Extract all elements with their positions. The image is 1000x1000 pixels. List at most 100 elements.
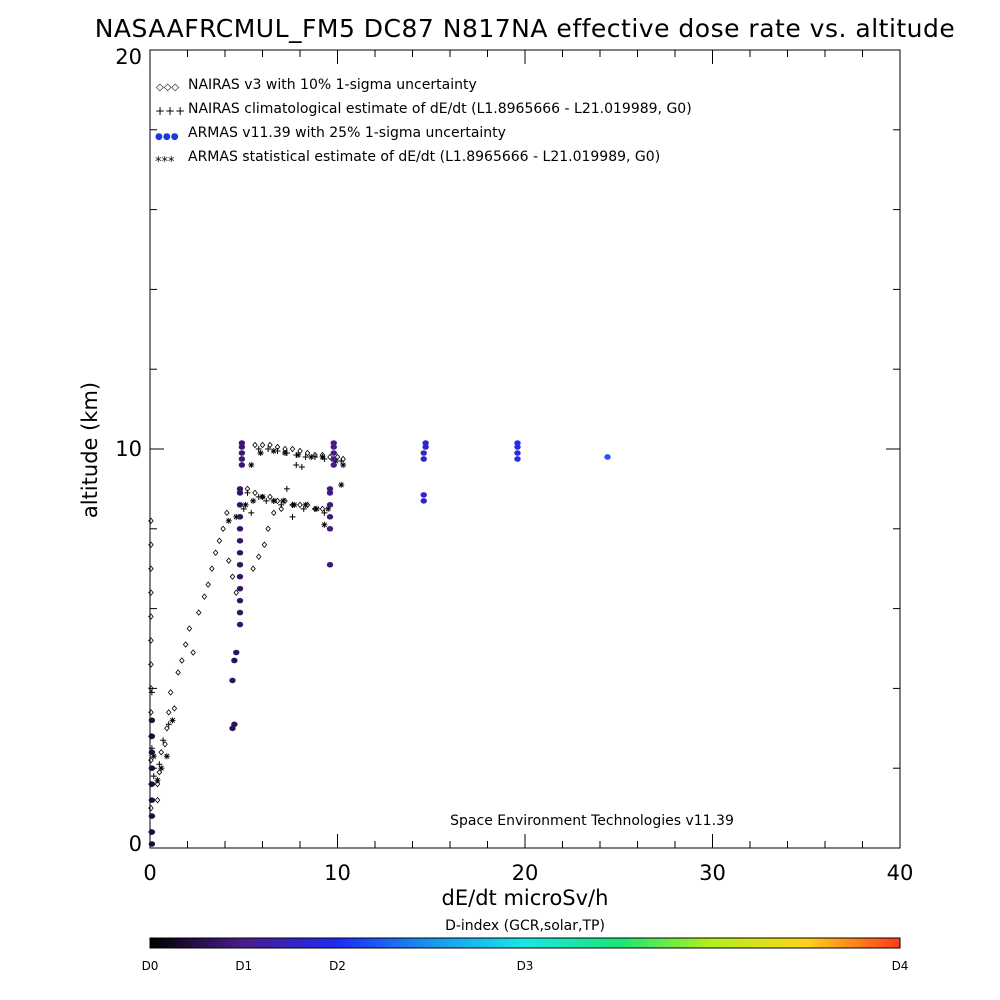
armas-dot-point — [514, 450, 521, 456]
nairas-climatology-plus-point — [160, 737, 167, 744]
x-tick-label: 0 — [143, 861, 156, 885]
armas-dot-point — [236, 585, 244, 592]
armas-statistical-asterisk-point — [340, 461, 347, 468]
legend-symbol-diamond: ◇◇◇ — [156, 82, 179, 93]
armas-dot-point — [236, 621, 244, 628]
armas-dot-point — [148, 829, 156, 835]
nairas-diamond-point — [265, 525, 271, 533]
armas-statistical-asterisk-point — [257, 449, 264, 456]
nairas-climatology-plus-point — [293, 461, 300, 468]
armas-dot-point — [148, 813, 156, 819]
legend-symbol-asterisk: *** — [155, 155, 175, 170]
armas-dot-point — [233, 649, 240, 656]
armas-statistical-asterisk-point — [150, 753, 157, 760]
nairas-diamond-point — [148, 541, 154, 548]
nairas-diamond-point — [186, 625, 193, 632]
nairas-diamond-point — [252, 489, 258, 497]
armas-dot-point — [326, 514, 334, 520]
nairas-diamond-point — [179, 657, 185, 664]
nairas-climatology-plus-point — [302, 453, 309, 460]
armas-dot-point — [420, 450, 427, 456]
armas-dot-point — [422, 440, 429, 446]
armas-dot-point — [604, 454, 611, 460]
armas-statistical-asterisk-point — [259, 493, 266, 500]
armas-dot-point — [330, 440, 337, 446]
nairas-diamond-point — [175, 669, 181, 676]
y-tick-label: 20 — [115, 45, 142, 69]
armas-dot-point — [514, 444, 521, 450]
plot-area — [149, 49, 901, 849]
legend: ◇◇◇ NAIRAS v3 with 10% 1-sigma uncertain… — [155, 77, 692, 170]
armas-dot-point — [326, 561, 334, 568]
armas-dot-point — [326, 486, 334, 492]
armas-statistical-asterisk-point — [250, 497, 257, 504]
armas-statistical-asterisk-point — [225, 517, 232, 524]
nairas-diamond-point — [289, 445, 296, 453]
nairas-diamond-point — [250, 565, 256, 572]
armas-dot-point — [148, 749, 156, 756]
armas-statistical-asterisk-point — [270, 497, 277, 504]
armas-statistical-asterisk-point — [291, 501, 298, 508]
legend-label: NAIRAS climatological estimate of dE/dt … — [188, 101, 692, 117]
armas-dot-point — [238, 450, 246, 456]
armas-dot-point — [231, 721, 238, 728]
nairas-diamond-point — [158, 749, 164, 756]
legend-label: ARMAS v11.39 with 25% 1-sigma uncertaint… — [188, 125, 506, 141]
x-axis-label: dE/dt microSv/h — [442, 886, 609, 910]
armas-statistical-asterisk-point — [319, 453, 326, 460]
armas-dot-point — [236, 502, 244, 508]
armas-statistical-asterisk-point — [280, 497, 287, 504]
armas-dot-point — [236, 537, 244, 544]
nairas-diamond-point — [148, 613, 154, 620]
armas-dot-point — [229, 677, 236, 684]
legend-label: NAIRAS v3 with 10% 1-sigma uncertainty — [188, 77, 477, 93]
nairas-diamond-point — [256, 553, 262, 560]
credit-text: Space Environment Technologies v11.39 — [450, 813, 734, 829]
nairas-diamond-point — [216, 537, 223, 544]
nairas-climatology-plus-point — [289, 513, 296, 520]
nairas-diamond-point — [148, 685, 154, 692]
armas-dot-point — [236, 514, 244, 520]
chart-title: NASAAFRCMUL_FM5 DC87 N817NA effective do… — [95, 14, 956, 43]
armas-statistical-asterisk-point — [154, 777, 161, 784]
armas-dot-point — [238, 444, 246, 450]
armas-statistical-asterisk-point — [338, 481, 345, 488]
armas-statistical-asterisk-point — [248, 461, 255, 468]
armas-statistical-asterisk-point — [233, 513, 240, 520]
nairas-diamond-point — [148, 637, 154, 644]
nairas-diamond-point — [148, 589, 154, 596]
nairas-diamond-point — [166, 709, 172, 716]
nairas-diamond-point — [196, 609, 202, 616]
nairas-diamond-point — [327, 453, 333, 461]
nairas-diamond-point — [190, 649, 196, 656]
nairas-diamond-point — [267, 493, 273, 501]
nairas-diamond-point — [148, 565, 154, 572]
nairas-diamond-point — [259, 441, 266, 449]
nairas-diamond-point — [156, 768, 163, 776]
nairas-diamond-point — [182, 641, 189, 648]
colorbar-label: D4 — [892, 959, 909, 973]
armas-dot-point — [236, 573, 244, 580]
armas-dot-point — [330, 444, 337, 450]
nairas-climatology-plus-point — [321, 509, 328, 516]
armas-statistical-asterisk-point — [313, 505, 320, 512]
colorbar — [149, 937, 901, 949]
armas-dot-point — [420, 456, 427, 462]
armas-dot-point — [330, 450, 337, 456]
x-tick-label: 40 — [887, 861, 914, 885]
armas-dot-point — [326, 526, 334, 532]
armas-dot-point — [236, 597, 244, 604]
nairas-diamond-point — [212, 549, 219, 556]
nairas-diamond-point — [304, 449, 311, 457]
nairas-climatology-plus-point — [263, 497, 270, 504]
nairas-climatology-plus-point — [244, 489, 251, 496]
armas-statistical-asterisk-point — [158, 765, 165, 772]
armas-statistical-asterisk-point — [282, 449, 288, 456]
nairas-climatology-plus-point — [265, 446, 272, 452]
armas-statistical-asterisk-point — [325, 505, 332, 512]
nairas-diamond-point — [229, 573, 236, 580]
nairas-diamond-point — [148, 661, 154, 668]
colorbar-label: D1 — [235, 959, 252, 973]
nairas-diamond-point — [209, 565, 215, 572]
